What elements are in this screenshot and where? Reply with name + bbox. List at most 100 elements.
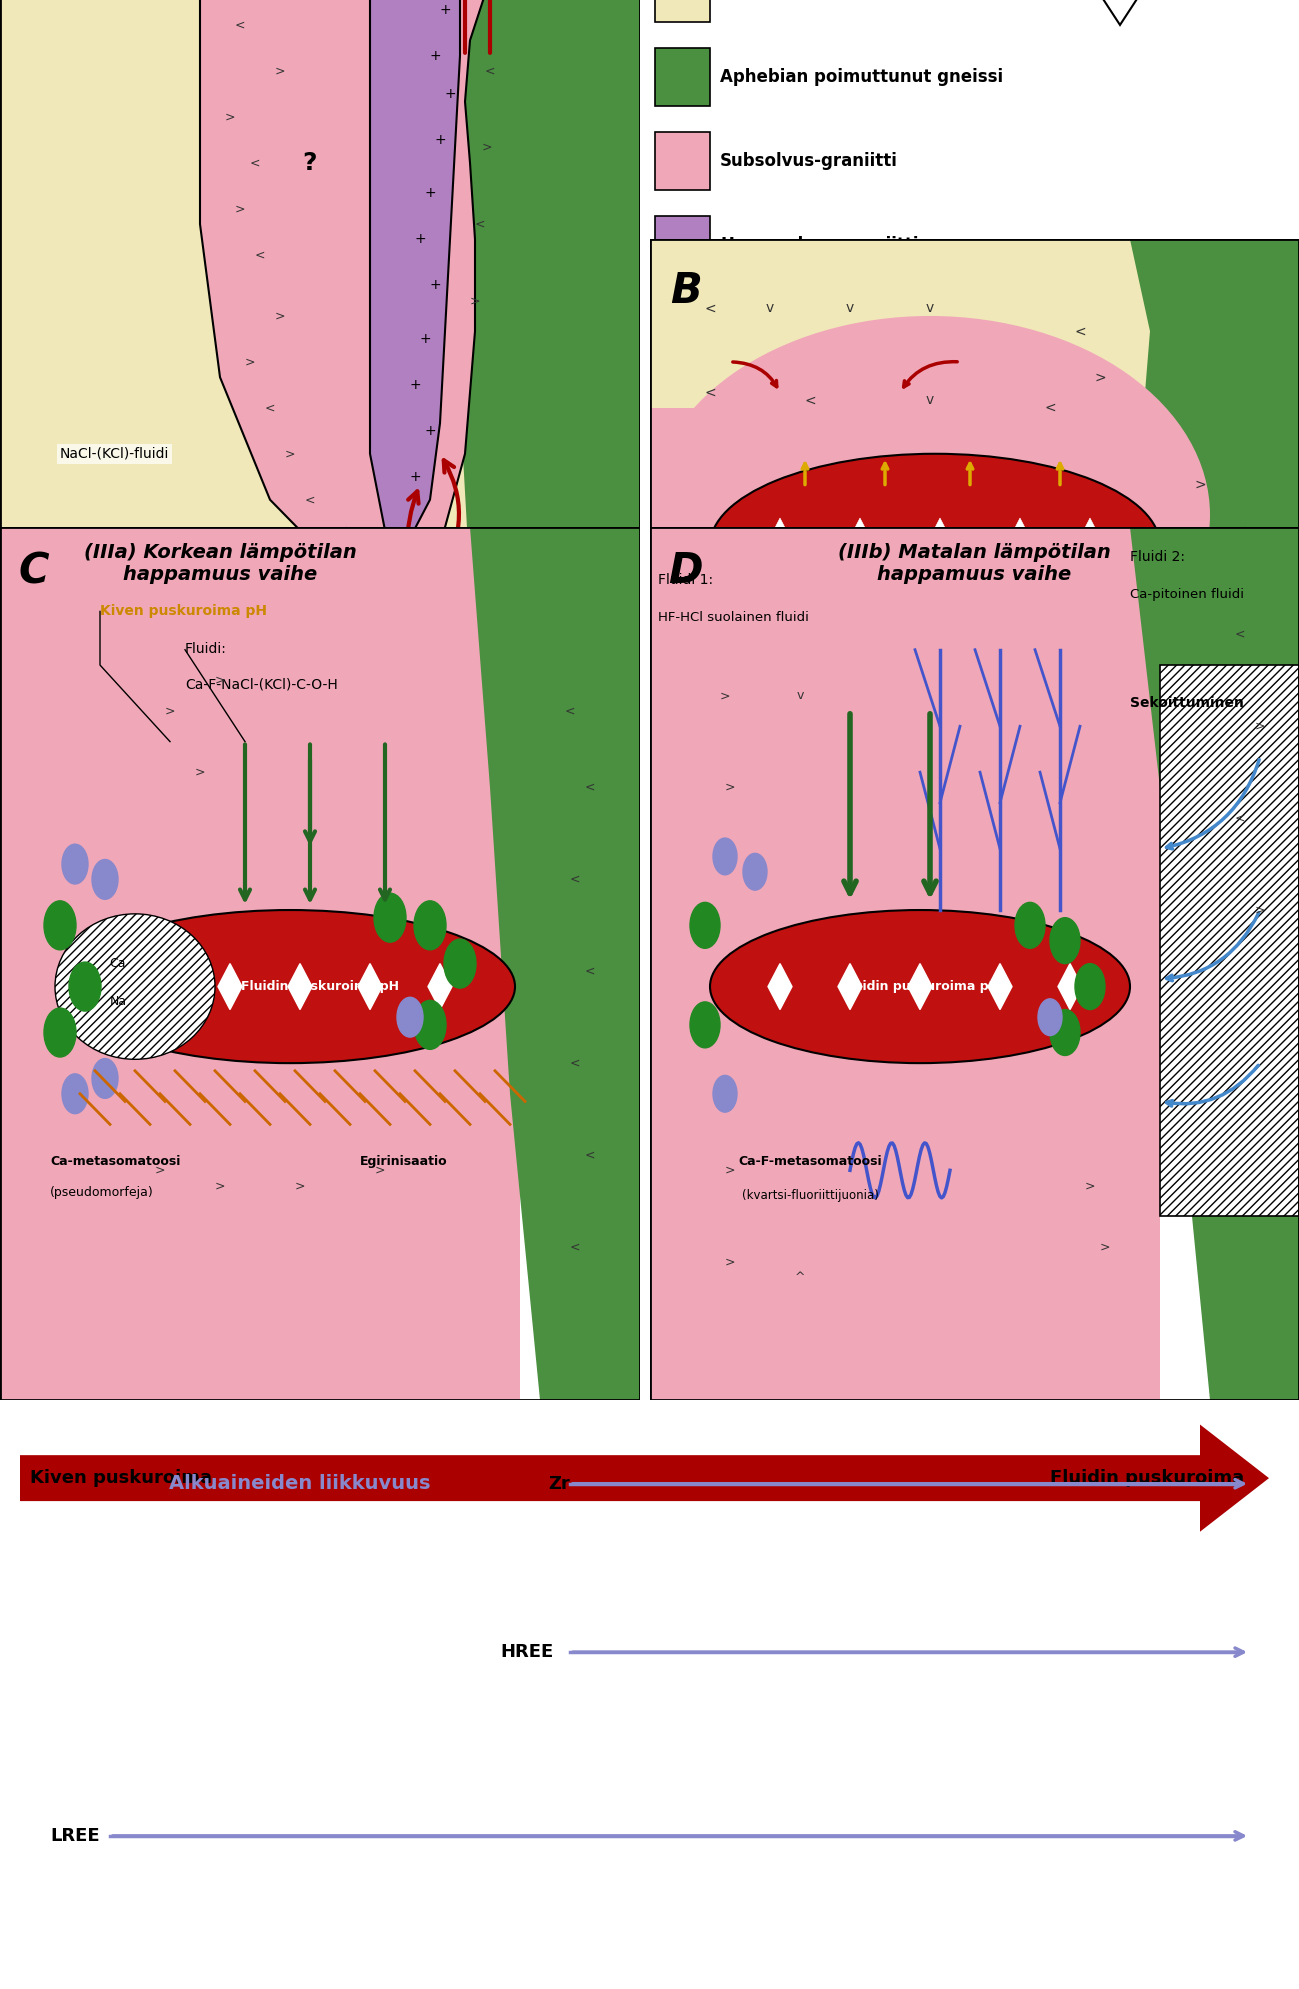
Text: <: < [1044, 660, 1056, 674]
Text: <: < [704, 386, 716, 400]
Text: <: < [585, 782, 595, 794]
Polygon shape [1130, 527, 1299, 1400]
Polygon shape [218, 963, 242, 1010]
Text: Aphebian poimuttunut gneissi: Aphebian poimuttunut gneissi [720, 68, 1003, 86]
Text: C: C [18, 551, 48, 593]
Polygon shape [846, 517, 874, 573]
Circle shape [1015, 903, 1044, 949]
Text: >: > [844, 646, 856, 660]
Text: <: < [570, 1241, 581, 1253]
Text: v: v [796, 688, 804, 702]
Text: <: < [1235, 812, 1246, 825]
Polygon shape [1100, 0, 1141, 26]
Bar [655, 217, 711, 274]
Text: <: < [255, 249, 265, 261]
Text: Sekoittuminen: Sekoittuminen [1130, 696, 1244, 710]
Ellipse shape [65, 911, 514, 1064]
Text: Fluidin puskuroima pH: Fluidin puskuroima pH [242, 981, 399, 993]
Text: >: > [235, 203, 246, 215]
Text: >: > [470, 294, 481, 306]
Text: Zr: Zr [548, 1474, 570, 1492]
Text: >: > [165, 704, 175, 718]
Text: >: > [1194, 477, 1205, 491]
Polygon shape [359, 963, 382, 1010]
Text: +: + [409, 378, 421, 392]
Text: (IIIa) Korkean lämpötilan
happamuus vaihe: (IIIa) Korkean lämpötilan happamuus vaih… [83, 543, 356, 583]
Text: +: + [429, 48, 440, 64]
Text: v: v [846, 300, 855, 316]
Text: >: > [764, 646, 776, 660]
Text: <: < [474, 217, 486, 231]
Text: Kiven puskuroima pH: Kiven puskuroima pH [100, 605, 268, 619]
Circle shape [397, 996, 423, 1036]
Text: +: + [434, 133, 446, 147]
Circle shape [1050, 1010, 1079, 1056]
Circle shape [69, 963, 101, 1010]
Text: >: > [725, 1255, 735, 1269]
Bar [1160, 664, 1299, 1215]
Text: <: < [585, 965, 595, 979]
Text: <: < [305, 493, 316, 505]
Polygon shape [1130, 239, 1299, 760]
Polygon shape [926, 517, 953, 573]
Polygon shape [766, 517, 794, 573]
Text: >: > [1094, 654, 1105, 668]
Polygon shape [427, 963, 452, 1010]
Circle shape [1038, 998, 1063, 1036]
Text: Laskeva lämpötila ja pH: Laskeva lämpötila ja pH [530, 1470, 770, 1488]
Polygon shape [908, 963, 931, 1010]
Circle shape [713, 1076, 737, 1112]
Text: v: v [766, 300, 774, 316]
Text: >: > [1255, 903, 1265, 917]
Text: +: + [439, 2, 451, 16]
Text: Fluidi 2:: Fluidi 2: [1130, 551, 1185, 565]
Text: <: < [249, 157, 260, 169]
Ellipse shape [55, 913, 216, 1060]
Text: ^: ^ [704, 646, 716, 660]
Text: v: v [926, 394, 934, 408]
Circle shape [374, 893, 407, 943]
Text: <: < [265, 402, 275, 414]
Text: <: < [1235, 629, 1246, 640]
Text: Egirinisaatio: Egirinisaatio [360, 1156, 448, 1168]
Text: v: v [926, 300, 934, 316]
Circle shape [62, 843, 88, 883]
Polygon shape [420, 0, 640, 760]
Text: Ca-metasomatoosi: Ca-metasomatoosi [49, 1156, 181, 1168]
Bar [655, 48, 711, 105]
Circle shape [414, 1000, 446, 1050]
Text: +: + [444, 88, 456, 101]
Polygon shape [200, 0, 520, 599]
Ellipse shape [711, 911, 1130, 1064]
Polygon shape [288, 963, 312, 1010]
Text: <: < [704, 300, 716, 316]
Text: <: < [1234, 523, 1246, 537]
Circle shape [92, 859, 118, 899]
Text: <: < [570, 873, 581, 885]
Circle shape [743, 853, 766, 891]
Text: <: < [1074, 324, 1086, 338]
Text: Ca-F-metasomatoosi: Ca-F-metasomatoosi [738, 1156, 882, 1168]
Text: (II) Alkalimetasomatoosi: (II) Alkalimetasomatoosi [817, 376, 1124, 396]
Text: <: < [1044, 402, 1056, 416]
Polygon shape [470, 527, 640, 1400]
Circle shape [1076, 963, 1105, 1010]
Text: Hypersolvus-graniitti: Hypersolvus-graniitti [720, 237, 918, 255]
Text: Magma: Magma [208, 674, 292, 694]
Text: Zirkoni: Zirkoni [1150, 0, 1216, 4]
Text: >: > [720, 688, 730, 702]
Circle shape [44, 1008, 77, 1056]
Polygon shape [19, 1424, 1269, 1532]
Text: >: > [1085, 1179, 1095, 1191]
Text: >: > [225, 111, 235, 123]
Text: >: > [1094, 370, 1105, 384]
Text: HF-HCl suolainen fluidi: HF-HCl suolainen fluidi [659, 611, 809, 625]
Text: +: + [425, 424, 435, 438]
Text: <: < [485, 64, 495, 78]
Circle shape [92, 1058, 118, 1098]
Text: ?: ? [303, 151, 317, 175]
Text: +: + [425, 187, 435, 201]
Text: >: > [725, 1164, 735, 1177]
Text: <: < [585, 1148, 595, 1162]
Text: Ca-pitoinen fluidi: Ca-pitoinen fluidi [1130, 589, 1244, 601]
